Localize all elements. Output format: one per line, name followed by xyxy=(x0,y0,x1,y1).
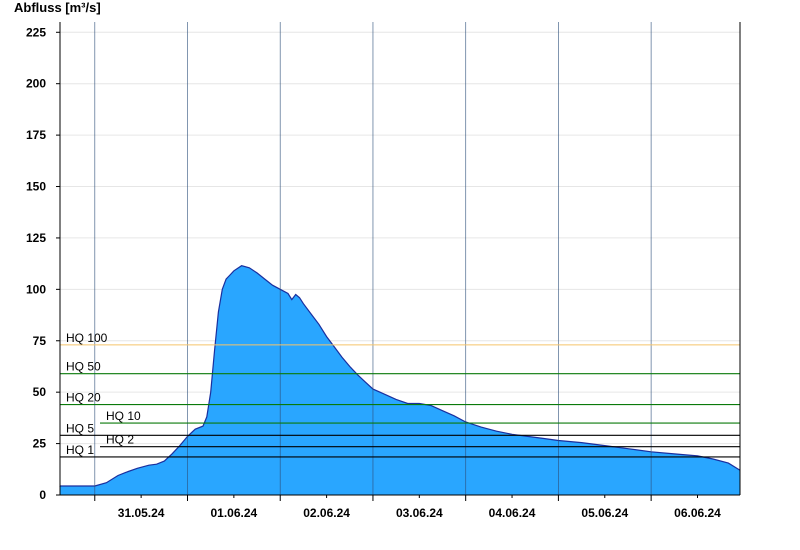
x-tick-label: 01.06.24 xyxy=(211,506,258,520)
y-tick-label: 100 xyxy=(26,282,46,296)
y-tick-label: 200 xyxy=(26,77,46,91)
x-tick-label: 02.06.24 xyxy=(303,506,350,520)
threshold-label: HQ 50 xyxy=(66,360,101,374)
y-tick-label: 0 xyxy=(39,488,46,502)
x-tick-label: 31.05.24 xyxy=(118,506,165,520)
grid-layer xyxy=(60,31,740,445)
threshold-label: HQ 100 xyxy=(66,331,108,345)
threshold-layer: HQ 100 HQ 50 HQ 20 HQ 10 HQ 5 HQ 2 HQ 1 xyxy=(60,331,740,458)
x-tick-label: 03.06.24 xyxy=(396,506,443,520)
threshold-label: HQ 2 xyxy=(106,433,134,447)
x-tick-label: 06.06.24 xyxy=(674,506,721,520)
y-tick-label: 75 xyxy=(33,334,47,348)
threshold-label: HQ 1 xyxy=(66,443,94,457)
y-tick-label: 150 xyxy=(26,180,46,194)
y-tick-label: 125 xyxy=(26,231,46,245)
discharge-area xyxy=(60,265,740,495)
day-lines xyxy=(59,22,741,495)
x-tick-label: 04.06.24 xyxy=(489,506,536,520)
axis-layer: 0 25 50 75 100 125 150 175 200 225 31.05.24 01.06.2… xyxy=(26,22,741,520)
threshold-label: HQ 20 xyxy=(66,391,101,405)
discharge-line xyxy=(59,265,741,487)
y-tick-label: 225 xyxy=(26,25,46,39)
threshold-label: HQ 5 xyxy=(66,421,94,435)
y-tick-label: 175 xyxy=(26,128,46,142)
y-tick-label: 50 xyxy=(33,385,47,399)
x-tick-label: 05.06.24 xyxy=(581,506,628,520)
y-axis-label: Abfluss [m³/s] xyxy=(14,0,101,15)
y-tick-label: 25 xyxy=(33,437,47,451)
threshold-label: HQ 10 xyxy=(106,409,141,423)
